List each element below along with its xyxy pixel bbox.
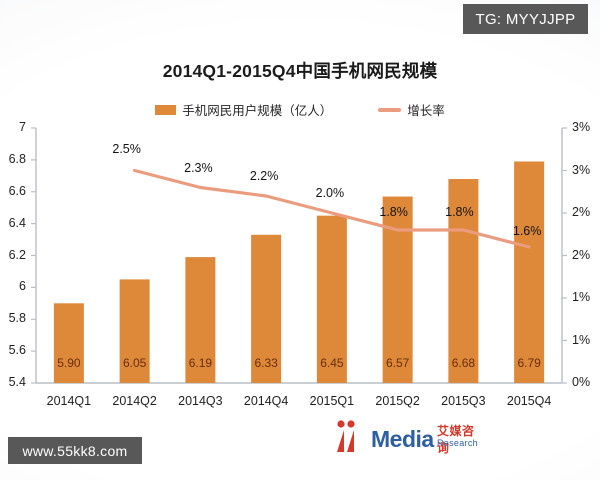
left-axis-tick-4: 6.2: [8, 247, 26, 262]
iimedia-logo-en: Research: [437, 438, 478, 448]
line-series: [133, 168, 531, 249]
bar-value-label-2: 6.19: [188, 356, 213, 370]
bar-value-label-3: 6.33: [254, 356, 278, 370]
right-axis-tick-0: 0%: [572, 375, 591, 389]
chart-legend: 手机网民用户规模（亿人） 增长率: [0, 100, 600, 119]
iimedia-logo-watermark: Media 艾媒咨询 Research: [333, 418, 483, 462]
right-axis-tick-4: 2%: [572, 205, 591, 219]
bar-value-label-1: 6.05: [122, 356, 147, 370]
legend-label-bar-series: 手机网民用户规模（亿人）: [182, 104, 333, 118]
bar-series: [53, 161, 545, 383]
left-axis-tick-2: 5.8: [8, 311, 26, 326]
left-axis-tick-1: 5.6: [8, 343, 26, 358]
iimedia-mark-icon: [337, 420, 355, 452]
bar-value-label-6: 6.68: [451, 356, 476, 370]
line-value-label-6: 1.8%: [445, 205, 474, 219]
category-label-3: 2014Q4: [243, 394, 289, 408]
line-value-label-3: 2.2%: [249, 169, 279, 183]
plot-svg: [31, 127, 567, 384]
line-value-label-7: 1.6%: [512, 224, 542, 238]
left-axis-tick-6: 6.6: [8, 183, 26, 198]
legend-label-line-series: 增长率: [407, 104, 445, 118]
bar-value-label-0: 5.90: [57, 356, 81, 370]
left-axis-tick-0: 5.4: [8, 375, 26, 389]
category-label-2: 2014Q3: [178, 394, 223, 408]
line-value-label-4: 2.0%: [315, 186, 345, 200]
legend-item-line-series: 增长率: [378, 100, 445, 119]
category-label-0: 2014Q1: [46, 394, 92, 408]
telegram-watermark: TG: MYYJJPP: [463, 4, 588, 34]
legend-swatch-line-icon: [378, 107, 402, 112]
bar-value-label-5: 6.57: [385, 356, 410, 370]
bar-value-label-7: 6.79: [517, 356, 541, 370]
category-label-4: 2015Q1: [309, 394, 355, 408]
left-axis-tick-7: 6.8: [8, 151, 26, 166]
left-axis-tick-5: 6.4: [8, 215, 26, 230]
plot-area: 5.4 5.6 5.8 6 6.2 6.4 6.6 6.8 7 0% 1% 1% 2% 2% 3% 3% 2…: [0, 118, 600, 455]
right-axis-tick-6: 3%: [572, 120, 591, 134]
site-watermark: www.55kk8.com: [8, 437, 142, 464]
left-axis-tick-8: 7: [19, 120, 26, 134]
chart-title: 2014Q1-2015Q4中国手机网民规模: [162, 61, 438, 81]
legend-swatch-bar-icon: [155, 104, 177, 115]
axis-lines: [31, 127, 567, 384]
right-axis-tick-1: 1%: [572, 332, 591, 347]
legend-item-bar-series: 手机网民用户规模（亿人）: [155, 100, 332, 119]
category-label-1: 2014Q2: [112, 394, 157, 408]
right-axis-tick-2: 1%: [572, 290, 591, 304]
category-label-7: 2015Q4: [506, 394, 552, 408]
line-value-label-1: 2.5%: [112, 141, 141, 156]
category-label-5: 2015Q2: [375, 394, 420, 408]
iimedia-logo-cn: 艾媒咨询: [437, 424, 475, 455]
left-axis-tick-3: 6: [19, 279, 26, 294]
right-axis-tick-3: 2%: [572, 247, 591, 262]
bar-value-label-4: 6.45: [320, 356, 344, 370]
category-label-6: 2015Q3: [441, 394, 486, 408]
line-value-label-2: 2.3%: [184, 160, 213, 175]
right-axis-tick-5: 3%: [572, 162, 591, 177]
iimedia-logo-text: Media: [371, 426, 434, 452]
line-value-label-5: 1.8%: [379, 205, 408, 219]
